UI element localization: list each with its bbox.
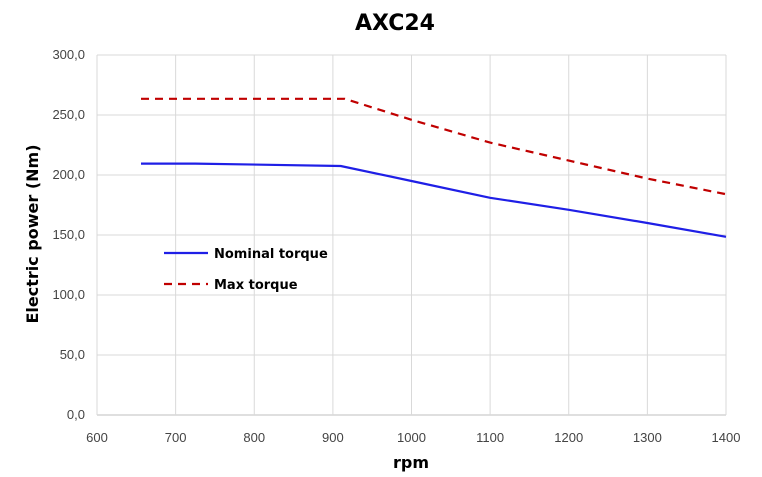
x-tick-label: 900 [322,430,344,445]
y-tick-label: 100,0 [52,287,85,302]
y-tick-label: 200,0 [52,167,85,182]
series-line-max-torque [141,97,727,196]
x-tick-label: 600 [86,430,108,445]
x-tick-label: 1400 [712,430,741,445]
x-tick-label: 1300 [633,430,662,445]
grid [96,54,727,416]
legend: Nominal torque Max torque [164,247,328,293]
y-tick-label: 250,0 [52,107,85,122]
series-lines [141,97,727,238]
x-tick-label: 1000 [397,430,426,445]
y-axis-ticks: 0,0 50,0 100,0 150,0 200,0 250,0 300,0 [52,47,85,422]
x-tick-label: 700 [165,430,187,445]
legend-label: Max torque [214,278,298,293]
x-tick-label: 1100 [476,430,504,445]
y-tick-label: 50,0 [60,347,85,362]
y-tick-label: 0,0 [67,407,85,422]
y-tick-label: 300,0 [52,47,85,62]
x-axis-title: rpm [393,453,429,472]
legend-label: Nominal torque [214,247,328,262]
chart-title: AXC24 [355,11,435,36]
y-axis-title: Electric power (Nm) [23,144,42,323]
y-tick-label: 150,0 [52,227,85,242]
x-tick-label: 1200 [554,430,583,445]
series-line-nominal-torque [141,162,727,238]
x-tick-label: 800 [243,430,265,445]
x-axis-ticks: 600 700 800 900 1000 1100 1200 1300 1400 [86,430,740,445]
